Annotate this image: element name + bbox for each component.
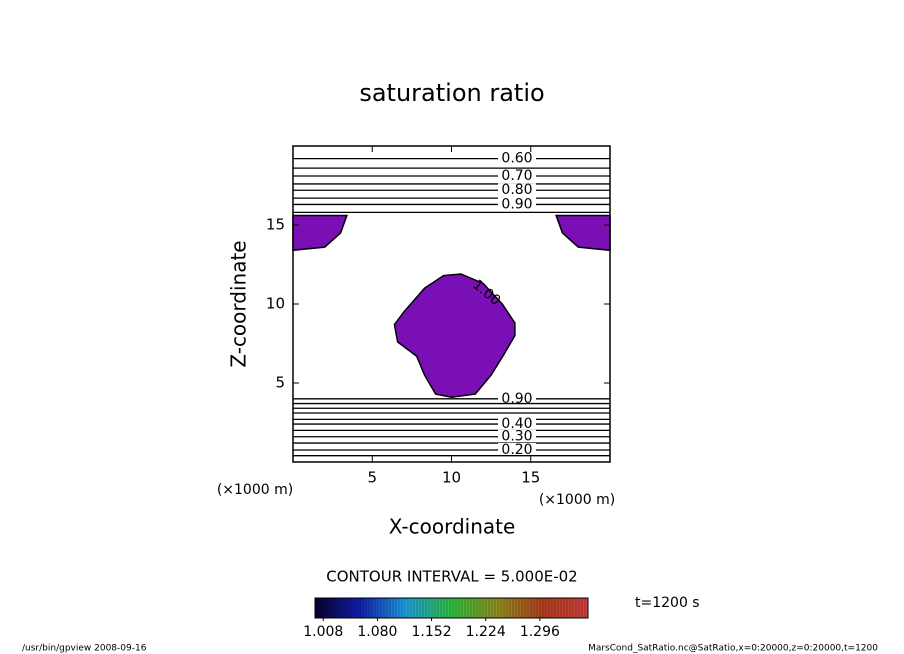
- x-tick-label: 15: [521, 469, 540, 487]
- colorbar-tick-label: 1.008: [303, 624, 343, 640]
- contour-label-bg: [498, 391, 536, 405]
- y-axis-label: Z-coordinate: [227, 240, 251, 367]
- colorbar-tick-label: 1.224: [466, 624, 506, 640]
- contour-interval: CONTOUR INTERVAL = 5.000E-02: [326, 568, 577, 586]
- contour-label: 0.30: [501, 429, 532, 445]
- contour-label-bg: [498, 151, 536, 165]
- colorbar-tick-label: 1.080: [357, 624, 397, 640]
- contour-label-bg: [498, 442, 536, 456]
- contour-label-bg: [498, 197, 536, 211]
- chart-title: saturation ratio: [359, 79, 544, 107]
- x-tick-label: 5: [367, 469, 377, 487]
- contour-label: 0.40: [501, 416, 532, 432]
- footer-left: /usr/bin/gpview 2008-09-16: [22, 644, 147, 654]
- colorbar: [314, 597, 589, 619]
- contour-label-bg: [498, 183, 536, 197]
- x-unit: (×1000 m): [539, 492, 615, 508]
- contour-label: 0.70: [501, 168, 532, 184]
- contour-label: 0.80: [501, 182, 532, 198]
- shaded-region: [292, 214, 348, 252]
- time-label: t=1200 s: [635, 595, 700, 611]
- colorbar-tick-label: 1.296: [520, 624, 560, 640]
- contour-label-bg: [498, 169, 536, 183]
- x-tick-label: 10: [442, 469, 461, 487]
- contour-label-bg: [498, 429, 536, 443]
- contour-label: 0.90: [501, 196, 532, 212]
- contour-label-bg: [498, 417, 536, 431]
- contour-label: 0.60: [501, 151, 532, 167]
- y-tick-label: 10: [266, 295, 285, 313]
- x-axis-label: X-coordinate: [389, 515, 516, 539]
- footer-right: MarsCond_SatRatio.nc@SatRatio,x=0:20000,…: [588, 644, 878, 654]
- colorbar-tick-label: 1.152: [412, 624, 452, 640]
- y-tick-label: 15: [266, 216, 285, 234]
- contour-label: 0.20: [501, 442, 532, 458]
- y-tick-label: 5: [275, 374, 285, 392]
- y-unit: (×1000 m): [217, 482, 293, 498]
- shaded-region: [555, 214, 611, 252]
- contour-label: 0.90: [501, 391, 532, 407]
- shaded-region: [393, 273, 516, 398]
